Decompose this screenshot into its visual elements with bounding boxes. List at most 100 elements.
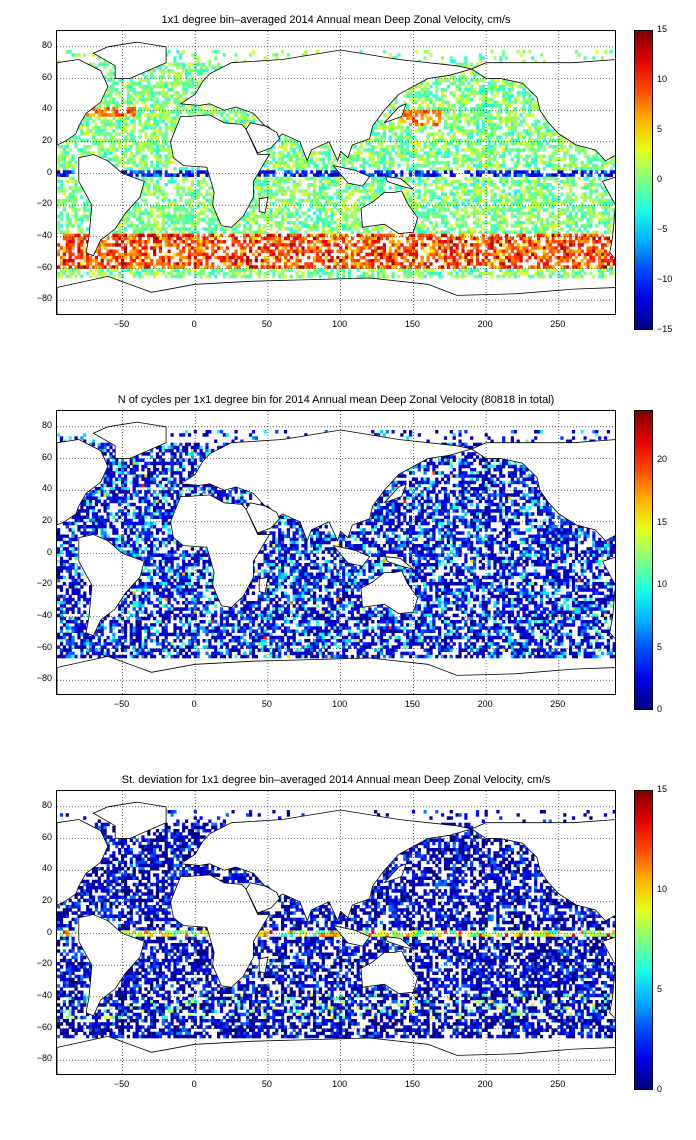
data-cell xyxy=(295,227,299,231)
data-cell xyxy=(616,91,617,95)
data-cell xyxy=(118,160,122,165)
data-cell xyxy=(176,113,180,117)
data-cell xyxy=(243,230,247,234)
data-cell xyxy=(80,255,84,260)
data-cell xyxy=(304,211,308,215)
data-cell xyxy=(318,214,322,219)
data-cell xyxy=(257,224,261,228)
data-cell xyxy=(379,122,384,127)
data-cell xyxy=(464,107,468,111)
data-cell xyxy=(89,205,93,209)
data-cell xyxy=(138,167,142,171)
data-cell xyxy=(441,78,445,82)
data-cell xyxy=(455,192,459,196)
data-cell xyxy=(278,249,282,253)
data-cell xyxy=(68,252,72,257)
data-cell xyxy=(80,240,84,244)
data-cell xyxy=(62,151,66,155)
data-cell xyxy=(473,208,477,212)
data-cell xyxy=(295,160,299,165)
data-cell xyxy=(566,183,570,187)
data-cell xyxy=(470,173,474,177)
data-cell xyxy=(126,214,130,219)
data-cell xyxy=(345,252,349,257)
data-cell xyxy=(537,170,541,174)
data-cell xyxy=(406,164,410,168)
data-cell xyxy=(539,53,544,57)
data-cell xyxy=(606,214,610,219)
data-cell xyxy=(144,119,148,124)
data-cell xyxy=(115,154,119,158)
data-cell xyxy=(313,249,317,253)
data-cell xyxy=(342,198,346,203)
data-cell xyxy=(569,217,573,222)
data-cell xyxy=(298,167,302,171)
data-cell xyxy=(307,164,311,168)
data-cell xyxy=(420,198,424,203)
data-cell xyxy=(414,151,418,155)
data-cell xyxy=(522,249,526,253)
data-cell xyxy=(606,192,610,196)
data-cell xyxy=(318,167,322,171)
data-cell xyxy=(583,167,587,171)
data-cell xyxy=(362,164,366,168)
data-cell xyxy=(571,173,576,177)
data-cell xyxy=(522,59,526,63)
data-cell xyxy=(272,252,276,257)
data-cell xyxy=(493,84,497,89)
data-cell xyxy=(571,240,576,244)
data-cell xyxy=(566,208,570,212)
data-cell xyxy=(359,246,363,250)
data-cell xyxy=(441,176,445,181)
data-cell xyxy=(467,65,471,70)
data-cell xyxy=(91,107,96,111)
data-cell xyxy=(118,252,122,257)
data-cell xyxy=(167,72,171,76)
data-cell xyxy=(438,214,442,219)
data-cell xyxy=(406,189,410,193)
data-cell xyxy=(196,167,200,171)
data-cell xyxy=(161,62,165,67)
data-cell xyxy=(211,236,215,241)
data-cell xyxy=(179,195,183,200)
data-cell xyxy=(161,205,165,209)
data-cell xyxy=(150,94,154,98)
data-cell xyxy=(327,246,331,250)
data-cell xyxy=(441,198,445,203)
data-cell xyxy=(616,240,617,244)
data-cell xyxy=(167,126,171,130)
data-cell xyxy=(534,126,538,130)
data-cell xyxy=(475,211,480,215)
data-cell xyxy=(478,129,482,133)
data-cell xyxy=(254,255,258,260)
data-cell xyxy=(478,107,482,111)
data-cell xyxy=(324,170,328,174)
data-cell xyxy=(286,214,290,219)
data-cell xyxy=(199,183,203,187)
data-cell xyxy=(77,189,81,193)
data-cell xyxy=(205,103,209,108)
data-cell xyxy=(423,160,427,165)
data-cell xyxy=(423,145,427,149)
data-cell xyxy=(86,198,90,203)
data-cell xyxy=(473,205,477,209)
data-cell xyxy=(187,170,192,174)
data-cell xyxy=(458,236,462,241)
data-cell xyxy=(537,119,541,124)
data-cell xyxy=(307,224,311,228)
data-cell xyxy=(458,94,462,98)
data-cell xyxy=(80,138,84,143)
data-cell xyxy=(616,63,617,66)
data-cell xyxy=(569,243,573,247)
data-cell xyxy=(441,217,445,222)
data-cell xyxy=(310,240,314,244)
data-cell xyxy=(237,255,241,260)
data-cell xyxy=(269,236,273,241)
data-cell xyxy=(243,236,247,241)
data-cell xyxy=(487,100,491,105)
data-cell xyxy=(185,173,189,177)
data-cell xyxy=(481,233,485,238)
data-cell xyxy=(484,208,488,212)
data-cell xyxy=(586,221,590,225)
data-cell xyxy=(179,186,183,190)
